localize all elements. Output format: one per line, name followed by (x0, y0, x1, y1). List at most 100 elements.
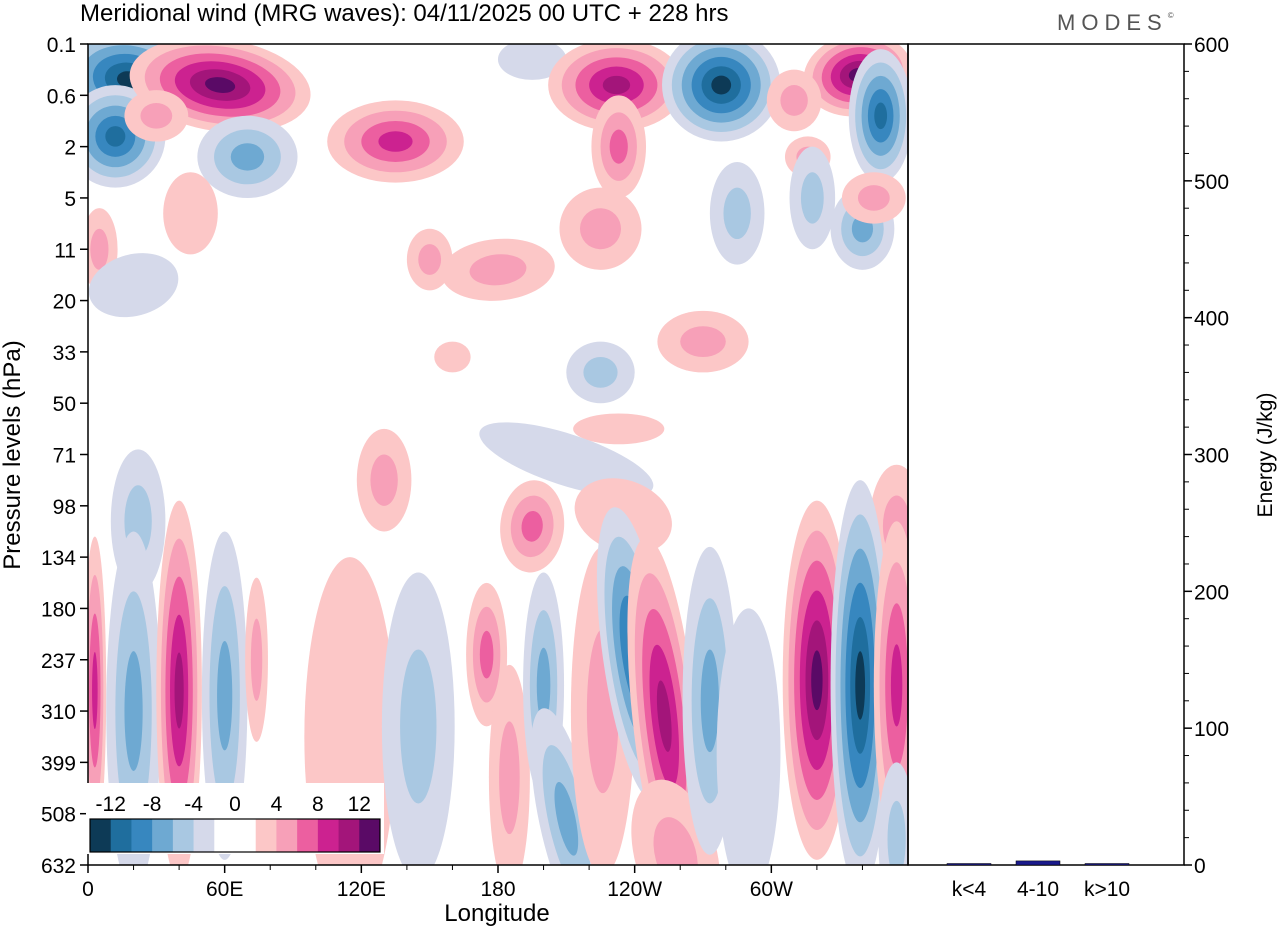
x-tick-label-0: 0 (82, 878, 94, 901)
contour-pos-109 (304, 557, 396, 865)
contour-neg-122 (554, 781, 579, 856)
contour-neg-158 (887, 800, 906, 865)
y-tick-label-12: 237 (41, 650, 76, 673)
contour-pos-18 (140, 103, 173, 129)
contour-neg-26 (497, 44, 567, 80)
contour-pos-34 (609, 129, 628, 164)
x-tick-label-2: 120E (337, 878, 386, 901)
energy-category-0: k<4 (952, 878, 987, 901)
colorbar-swatch-0 (90, 819, 112, 852)
energy-tick-label-1: 100 (1194, 718, 1229, 741)
contour-neg-98 (124, 651, 143, 771)
contour-neg-10 (105, 126, 126, 147)
contour-neg-119 (536, 647, 551, 724)
colorbar-swatch-12 (338, 819, 360, 852)
contour-neg-67 (88, 253, 179, 318)
x-tick-label-3: 180 (480, 878, 515, 901)
y-tick-label-5: 20 (53, 291, 76, 314)
y-tick-label-11: 180 (41, 598, 76, 621)
contour-neg-21 (230, 143, 265, 171)
y-tick-label-7: 50 (53, 393, 76, 416)
colorbar-label-6: 12 (348, 793, 371, 816)
colorbar-swatch-4 (172, 819, 194, 852)
contour-pos-108 (250, 618, 263, 701)
y-tick-label-2: 2 (64, 137, 76, 160)
energy-bar-1 (1015, 860, 1061, 866)
x-tick-label-1: 60E (206, 878, 243, 901)
energy-tick-label-6: 600 (1194, 34, 1229, 57)
contour-pos-70 (469, 254, 527, 286)
contour-pos-116 (499, 721, 520, 835)
energy-bars: k<4 4-10 k>10 (946, 860, 1130, 901)
contour-pos-136 (653, 817, 698, 865)
brand-mark: © (1167, 11, 1174, 20)
contour-pos-76 (680, 326, 726, 358)
colorbar-swatch-10 (297, 819, 319, 852)
contour-pos-80 (573, 413, 665, 445)
y-tick-label-14: 399 (41, 752, 76, 775)
contour-neg-152 (855, 651, 866, 720)
colorbar-swatch-13 (359, 819, 381, 852)
contour-neg-40 (711, 75, 732, 95)
contour-pos-74 (580, 208, 621, 250)
energy-bar-2 (1084, 863, 1130, 866)
energy-axis-label: Energy (J/kg) (1254, 393, 1277, 518)
energy-tick-label-4: 400 (1194, 308, 1229, 331)
colorbar-swatch-9 (276, 819, 298, 852)
colorbar-swatch-6 (214, 819, 236, 852)
energy-category-2: k>10 (1084, 878, 1130, 901)
brand-text: MODES (1057, 10, 1168, 35)
colorbar-swatch-3 (152, 819, 174, 852)
x-tick-label-4: 120W (607, 878, 662, 901)
y-tick-label-8: 71 (53, 445, 76, 468)
energy-tick-label-3: 300 (1194, 445, 1229, 468)
contour-neg-139 (700, 649, 719, 753)
y-axis-label: Pressure levels (hPa) (0, 340, 26, 569)
contour-neg-78 (583, 357, 618, 388)
y-tick-label-0: 0.1 (47, 34, 76, 57)
y-tick-label-6: 33 (53, 342, 76, 365)
y-tick-label-15: 508 (41, 804, 76, 827)
contour-pos-156 (890, 644, 903, 727)
contour-pos-79 (434, 341, 471, 373)
y-tick-label-3: 5 (64, 188, 76, 211)
contour-pos-25 (378, 131, 413, 152)
energy-tick-label-0: 0 (1194, 855, 1206, 878)
colorbar-label-3: 0 (229, 793, 241, 816)
contour-neg-106 (217, 640, 233, 751)
modes-logo: MODES© (1057, 10, 1174, 36)
contour-pos-72 (418, 244, 442, 275)
colorbar-label-4: 4 (271, 793, 283, 816)
contour-neg-57 (800, 172, 824, 224)
x-axis-label: Longitude (444, 900, 549, 927)
y-tick-label-9: 98 (53, 496, 76, 519)
energy-category-1: 4-10 (1017, 878, 1059, 901)
y-tick-label-13: 310 (41, 701, 76, 724)
colorbar-label-2: -4 (184, 793, 203, 816)
contour-neg-81 (479, 422, 654, 497)
colorbar-frame (89, 818, 381, 853)
colorbar-swatch-11 (317, 819, 339, 852)
colorbar-swatch-1 (110, 819, 132, 852)
contour-neg-51 (874, 102, 888, 130)
contour-pos-83 (370, 454, 398, 506)
y-tick-label-10: 134 (41, 547, 76, 570)
y-tick-label-1: 0.6 (47, 85, 76, 108)
chart-title: Meridional wind (MRG waves): 04/11/2025 … (80, 0, 729, 27)
colorbar-swatch-2 (131, 819, 153, 852)
colorbar-swatch-5 (193, 819, 215, 852)
contour-pos-103 (174, 652, 184, 729)
axes: 0.1 0.6 2 5 11 20 33 50 71 98 134 180 237 310 399 508 63… (41, 34, 1229, 901)
colorbar: -12 -8 -4 0 4 8 12 (86, 783, 384, 854)
energy-tick-label-5: 500 (1194, 171, 1229, 194)
contour-pos-16 (205, 77, 236, 93)
contour-pos-66 (90, 228, 109, 270)
wind-field (88, 44, 908, 865)
contour-pos-88 (521, 510, 543, 542)
x-tick-label-5: 60W (750, 878, 793, 901)
contour-pos-62 (857, 185, 890, 211)
contour-neg-64 (723, 187, 751, 240)
contour-pos-114 (479, 630, 494, 679)
y-tick-label-4: 11 (54, 239, 76, 262)
